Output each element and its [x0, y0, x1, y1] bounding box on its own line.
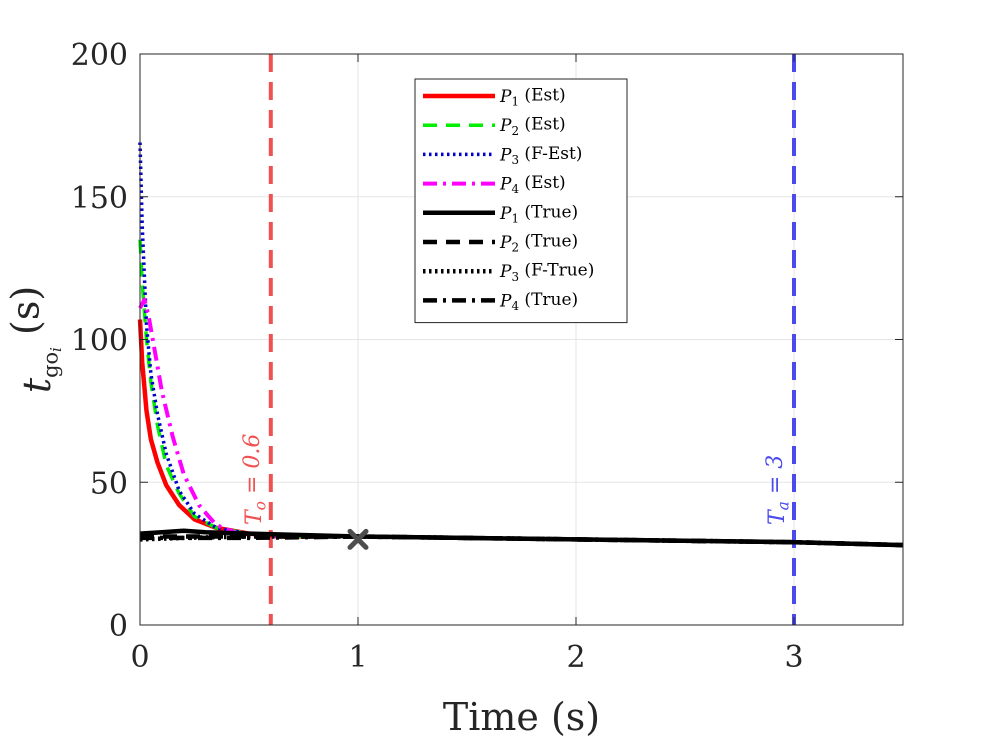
y-tick-label: 100 — [71, 324, 128, 359]
legend-label: P2 (Est) — [499, 115, 566, 138]
y-tick-label: 200 — [71, 38, 128, 73]
legend-entry[interactable]: P3 (F-True) — [423, 261, 594, 284]
y-tick-label: 50 — [90, 466, 128, 501]
vertical-line-label-1: Ta = 3 — [763, 455, 793, 525]
legend-label: P1 (True) — [499, 202, 578, 225]
legend-entry[interactable]: P3 (F-Est) — [423, 144, 582, 167]
x-tick-label: 2 — [566, 640, 585, 675]
y-tick-label: 150 — [71, 181, 128, 216]
legend-label: P2 (True) — [499, 231, 578, 254]
x-tick-label: 3 — [784, 640, 803, 675]
legend-entry[interactable]: P4 (True) — [423, 290, 578, 313]
series-line-0 — [137, 319, 315, 539]
x-tick-label: 0 — [130, 640, 149, 675]
legend[interactable]: P1 (Est) P2 (Est) P3 (F-Est) P4 (Est) P1 (Tr… — [414, 78, 628, 324]
legend-entry[interactable]: P2 (True) — [423, 231, 578, 255]
y-axis-label: tgoi (s) — [3, 286, 65, 393]
series-line-3 — [138, 297, 315, 539]
x-marker — [347, 528, 369, 550]
legend-label: P1 (Est) — [499, 85, 566, 108]
x-marker-stroke — [347, 528, 369, 550]
legend-entry[interactable]: P4 (Est) — [423, 173, 566, 196]
legend-label: P4 (Est) — [499, 173, 566, 196]
axis-labels: Time (s) tgoi (s) — [3, 286, 600, 739]
ticks: 0 1 2 3 0 50 100 150 200 — [71, 38, 903, 675]
marker-layer — [347, 528, 369, 550]
vertical-line-label-0: To = 0.6 — [240, 434, 270, 525]
legend-entry[interactable]: P2 (Est) — [423, 115, 566, 138]
vertical-reference-lines: To = 0.6 Ta = 3 — [240, 54, 796, 625]
legend-label: P3 (F-Est) — [499, 144, 582, 167]
legend-label: P4 (True) — [499, 290, 578, 313]
legend-entry[interactable]: P1 (True) — [423, 202, 578, 225]
x-tick-label: 1 — [348, 640, 367, 675]
legend-entry[interactable]: P1 (Est) — [423, 85, 566, 109]
y-tick-label: 0 — [109, 609, 128, 644]
x-axis-label: Time (s) — [443, 695, 600, 739]
series-line-1 — [138, 239, 315, 539]
legend-box — [414, 78, 628, 324]
legend-label: P3 (F-True) — [499, 261, 594, 284]
